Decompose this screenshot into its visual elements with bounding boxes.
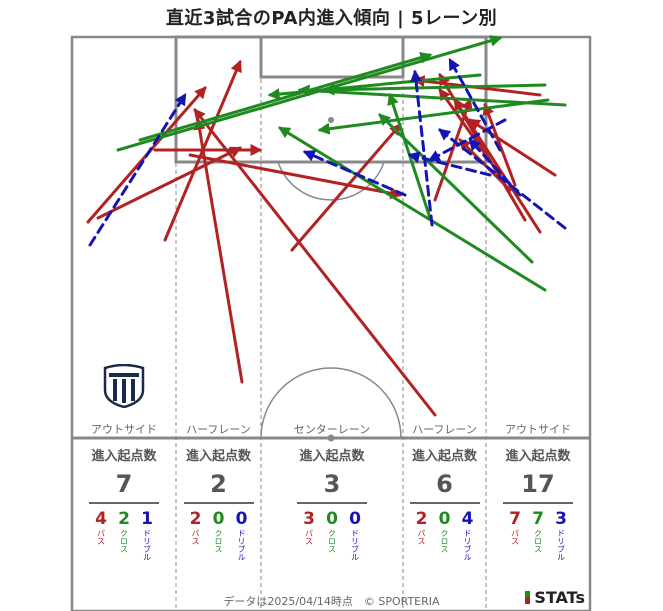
lane-stats-half-left: 進入起点数 2 2 パス 0 クロス 0 ドリブル [176,445,261,561]
stat-divider [503,502,573,504]
penalty-arc [277,161,385,201]
stat-total: 6 [436,470,453,498]
footer-credit: データは2025/04/14時点 © SPORTERIA [223,595,440,608]
cross-label: クロス [440,529,449,553]
dribble-label: ドリブル [237,529,246,561]
cross-arrow [138,51,433,142]
stat-heading: 進入起点数 [411,449,477,464]
arrow-layer [86,34,567,417]
dribble-arrow [407,151,492,177]
pass-count: 2 [189,509,202,529]
lane-label-center: センターレーン [293,423,371,436]
pass-count: 4 [95,509,107,529]
pass-arrow [188,153,403,200]
lane-stats-half-right: 進入起点数 6 2 パス 0 クロス 4 ドリブル [403,445,486,561]
stats-logo-icon [525,591,531,604]
stat-heading: 進入起点数 [505,449,571,464]
pass-label: パス [304,529,314,545]
cross-count: 0 [326,509,338,529]
cross-arrow [322,83,547,96]
dribble-count: 0 [235,509,248,529]
stat-total: 17 [521,470,555,498]
cross-arrow [317,98,550,135]
dribble-label: ドリブル [142,529,152,561]
pass-count: 7 [509,509,521,529]
pass-label: パス [96,529,106,545]
stat-total: 2 [210,470,227,498]
cross-label: クロス [119,529,129,553]
center-circle [260,367,402,439]
cross-count: 0 [212,509,225,529]
dribble-arrow [302,150,407,197]
stat-heading: 進入起点数 [91,449,157,464]
cross-arrow [277,126,547,292]
lane-stats-outside-right: 進入起点数 17 7 パス 7 クロス 3 ドリブル [486,445,590,561]
pass-count: 2 [415,509,428,529]
stats-logo-text: STATs [534,588,585,607]
dribble-label: ドリブル [350,529,360,561]
lane-stats-outside-left: 進入起点数 7 4 パス 2 クロス 1 ドリブル [72,445,176,561]
lane-label-half-left: ハーフレーン [186,423,251,436]
cross-label: クロス [533,529,543,553]
pass-arrow [467,118,557,177]
pass-arrow [96,146,243,220]
cross-label: クロス [214,529,223,553]
pass-arrow [482,102,517,187]
dribble-label: ドリブル [556,529,566,561]
dribble-arrow [468,138,522,197]
lane-label-half-right: ハーフレーン [412,423,477,436]
dribble-arrow [410,69,434,227]
pass-count: 3 [303,509,315,529]
goal-area [259,35,405,79]
dribble-count: 1 [141,509,153,529]
cross-count: 0 [438,509,451,529]
cross-count: 2 [118,509,130,529]
stat-total: 7 [115,470,133,498]
lane-stats-center: 進入起点数 3 3 パス 0 クロス 0 ドリブル [261,445,403,561]
lane-label-outside-left: アウトサイド [91,423,157,436]
stat-divider [297,502,367,504]
dribble-arrow [427,118,507,162]
stat-heading: 進入起点数 [299,449,365,464]
stats-logo: STATs [525,588,585,607]
pass-arrow [193,108,437,417]
dribble-arrow [88,92,187,247]
stat-divider [89,502,159,504]
lane-label-outside-right: アウトサイド [505,423,571,436]
dribble-count: 4 [461,509,474,529]
dribble-arrow [448,57,502,152]
cross-label: クロス [327,529,337,553]
pass-arrow [193,117,244,384]
pass-label: パス [417,529,426,545]
team-crest-icon [103,364,145,408]
stat-heading: 進入起点数 [185,449,251,464]
pass-label: パス [510,529,520,545]
cross-arrow [267,73,482,101]
stat-divider [183,502,254,504]
chart-title: 直近3試合のPA内進入傾向 | 5レーン別 [165,8,498,29]
stat-total: 3 [323,470,341,498]
dribble-count: 0 [349,509,361,529]
dribble-count: 3 [555,509,567,529]
dribble-label: ドリブル [463,529,472,561]
stat-divider [409,502,480,504]
pass-arrow [458,138,512,192]
pass-label: パス [191,529,200,545]
center-spot [327,434,335,442]
pass-arrow [290,123,402,252]
penalty-spot [328,117,334,123]
dribble-arrow [438,128,567,230]
cross-count: 7 [532,509,544,529]
